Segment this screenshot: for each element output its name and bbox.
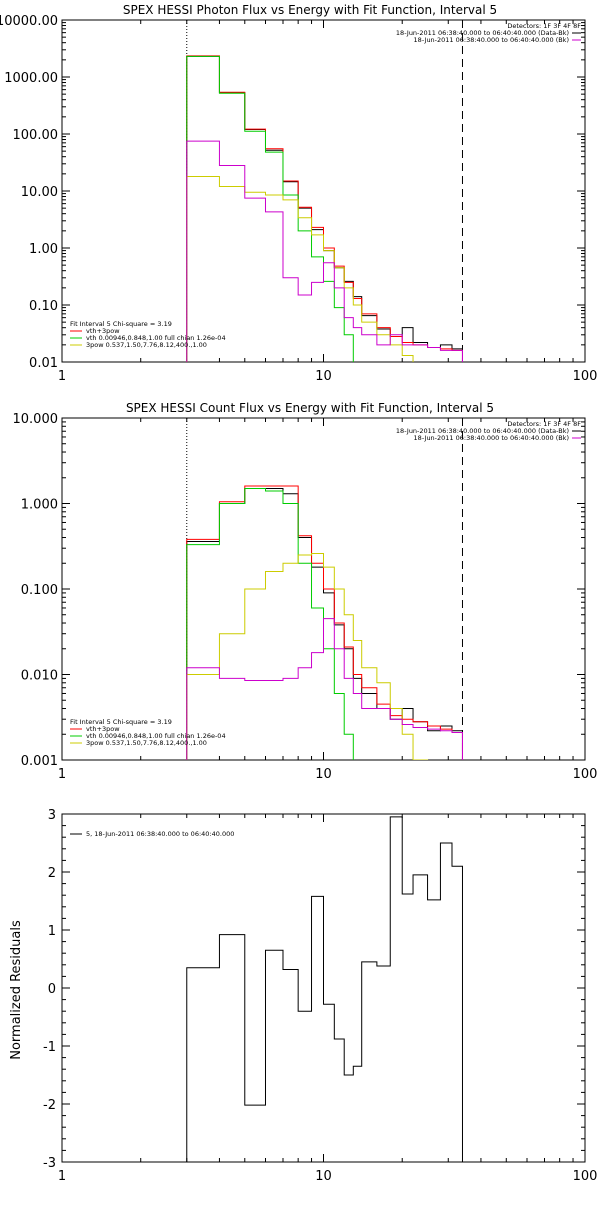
x-tick-label: 1 xyxy=(58,1169,66,1184)
y-tick-label: 1 xyxy=(48,924,56,939)
y-tick-label: 0 xyxy=(48,982,56,997)
count-flux-title: SPEX HESSI Count Flux vs Energy with Fit… xyxy=(126,401,494,415)
photon-flux-title: SPEX HESSI Photon Flux vs Energy with Fi… xyxy=(123,3,497,17)
x-tick-label: 10 xyxy=(315,1169,332,1184)
x-tick-label: 10 xyxy=(315,369,332,384)
step-series-1 xyxy=(186,55,463,362)
step-series-1 xyxy=(186,485,463,760)
x-tick-label: 1 xyxy=(58,767,66,782)
count-flux-panel: SPEX HESSI Count Flux vs Energy with Fit… xyxy=(13,401,598,782)
series-clip-group xyxy=(186,55,463,362)
photon-flux-series xyxy=(186,55,463,362)
residuals-axes: 1 10 100 -3 -2 -1 0 1 2 3 xyxy=(43,808,597,1184)
y-tick-label: 10000.00 xyxy=(0,14,58,29)
bottom-legend-entry: vth 0.00946,0.848,1.00 full chian 1.26e-… xyxy=(86,732,226,740)
photon-flux-panel: SPEX HESSI Photon Flux vs Energy with Fi… xyxy=(0,3,598,384)
y-tick-label: 3 xyxy=(48,808,56,823)
step-series-3 xyxy=(186,175,414,362)
bottom-legend-entry: vth+3pow xyxy=(86,725,120,733)
y-tick-label: 0.001 xyxy=(21,754,58,769)
top-legend-entry: 18-Jun-2011 06:38:40.000 to 06:40:40.000… xyxy=(396,29,569,37)
y-tick-label: -2 xyxy=(43,1098,56,1113)
step-series-0 xyxy=(186,55,463,362)
x-tick-label: 1 xyxy=(58,369,66,384)
residuals-panel: Normalized Residuals 1 10 100 -3 -2 -1 0 1 2 3 5,… xyxy=(9,808,597,1184)
plot-frame xyxy=(61,19,586,363)
top-legend-entry: 18-Jun-2011 06:38:40.000 to 06:40:40.000… xyxy=(396,427,569,435)
x-tick-label: 100 xyxy=(573,767,598,782)
x-tick-label: 100 xyxy=(573,369,598,384)
y-tick-label: 0.100 xyxy=(21,583,58,598)
top-legend-entry: 18-Jun-2011 06:38:40.000 to 06:40:40.000… xyxy=(414,434,569,442)
bottom-legend-entry: 3pow 0.537,1.50,7.76,8.12,400.,1.00 xyxy=(86,739,207,747)
y-tick-label: 2 xyxy=(48,866,56,881)
residuals-ylabel: Normalized Residuals xyxy=(9,920,24,1060)
y-tick-label: 0.010 xyxy=(21,669,58,684)
x-tick-label: 10 xyxy=(315,767,332,782)
series-clip-group xyxy=(186,485,463,760)
y-tick-label: 1.000 xyxy=(21,498,58,513)
step-series-2 xyxy=(186,487,354,760)
bottom-legend-entry: vth 0.00946,0.848,1.00 full chian 1.26e-… xyxy=(86,334,226,342)
y-tick-label: 0.01 xyxy=(29,356,58,371)
y-tick-label: 10.000 xyxy=(13,412,59,427)
y-tick-label: 0.10 xyxy=(29,299,58,314)
y-tick-label: 1.00 xyxy=(29,242,58,257)
series-clip-group xyxy=(186,816,463,1162)
step-series-3 xyxy=(186,553,429,760)
y-tick-label: -1 xyxy=(43,1040,56,1055)
detectors-label: Detectors: 1F 3F 4F 8F xyxy=(507,22,581,30)
residuals-series xyxy=(186,816,463,1162)
x-tick-label: 100 xyxy=(573,1169,598,1184)
top-legend-entry: 18-Jun-2011 06:38:40.000 to 06:40:40.000… xyxy=(414,36,569,44)
detectors-label: Detectors: 1F 3F 4F 8F xyxy=(507,420,581,428)
y-tick-label: 100.00 xyxy=(13,128,59,143)
residuals-legend: 5, 18-Jun-2011 06:38:40.000 to 06:40:40.… xyxy=(70,830,234,838)
step-series-0 xyxy=(186,816,463,1162)
bottom-legend-entry: vth+3pow xyxy=(86,327,120,335)
count-flux-axes: 1 10 100 0.001 0.010 0.100 1.000 10.000 xyxy=(13,412,598,782)
step-series-4 xyxy=(186,618,463,760)
count-flux-series xyxy=(186,485,463,760)
y-tick-label: 1000.00 xyxy=(4,71,58,86)
bottom-legend-entry: 3pow 0.537,1.50,7.76,8.12,400.,1.00 xyxy=(86,341,207,349)
step-series-4 xyxy=(186,140,463,362)
residual-legend-entry: 5, 18-Jun-2011 06:38:40.000 to 06:40:40.… xyxy=(86,830,234,838)
fit-info-label: Fit Interval 5 Chi-square = 3.19 xyxy=(70,718,172,726)
y-tick-label: -3 xyxy=(43,1156,56,1171)
step-series-2 xyxy=(186,55,354,362)
fit-info-label: Fit Interval 5 Chi-square = 3.19 xyxy=(70,320,172,328)
y-tick-label: 10.00 xyxy=(21,185,58,200)
